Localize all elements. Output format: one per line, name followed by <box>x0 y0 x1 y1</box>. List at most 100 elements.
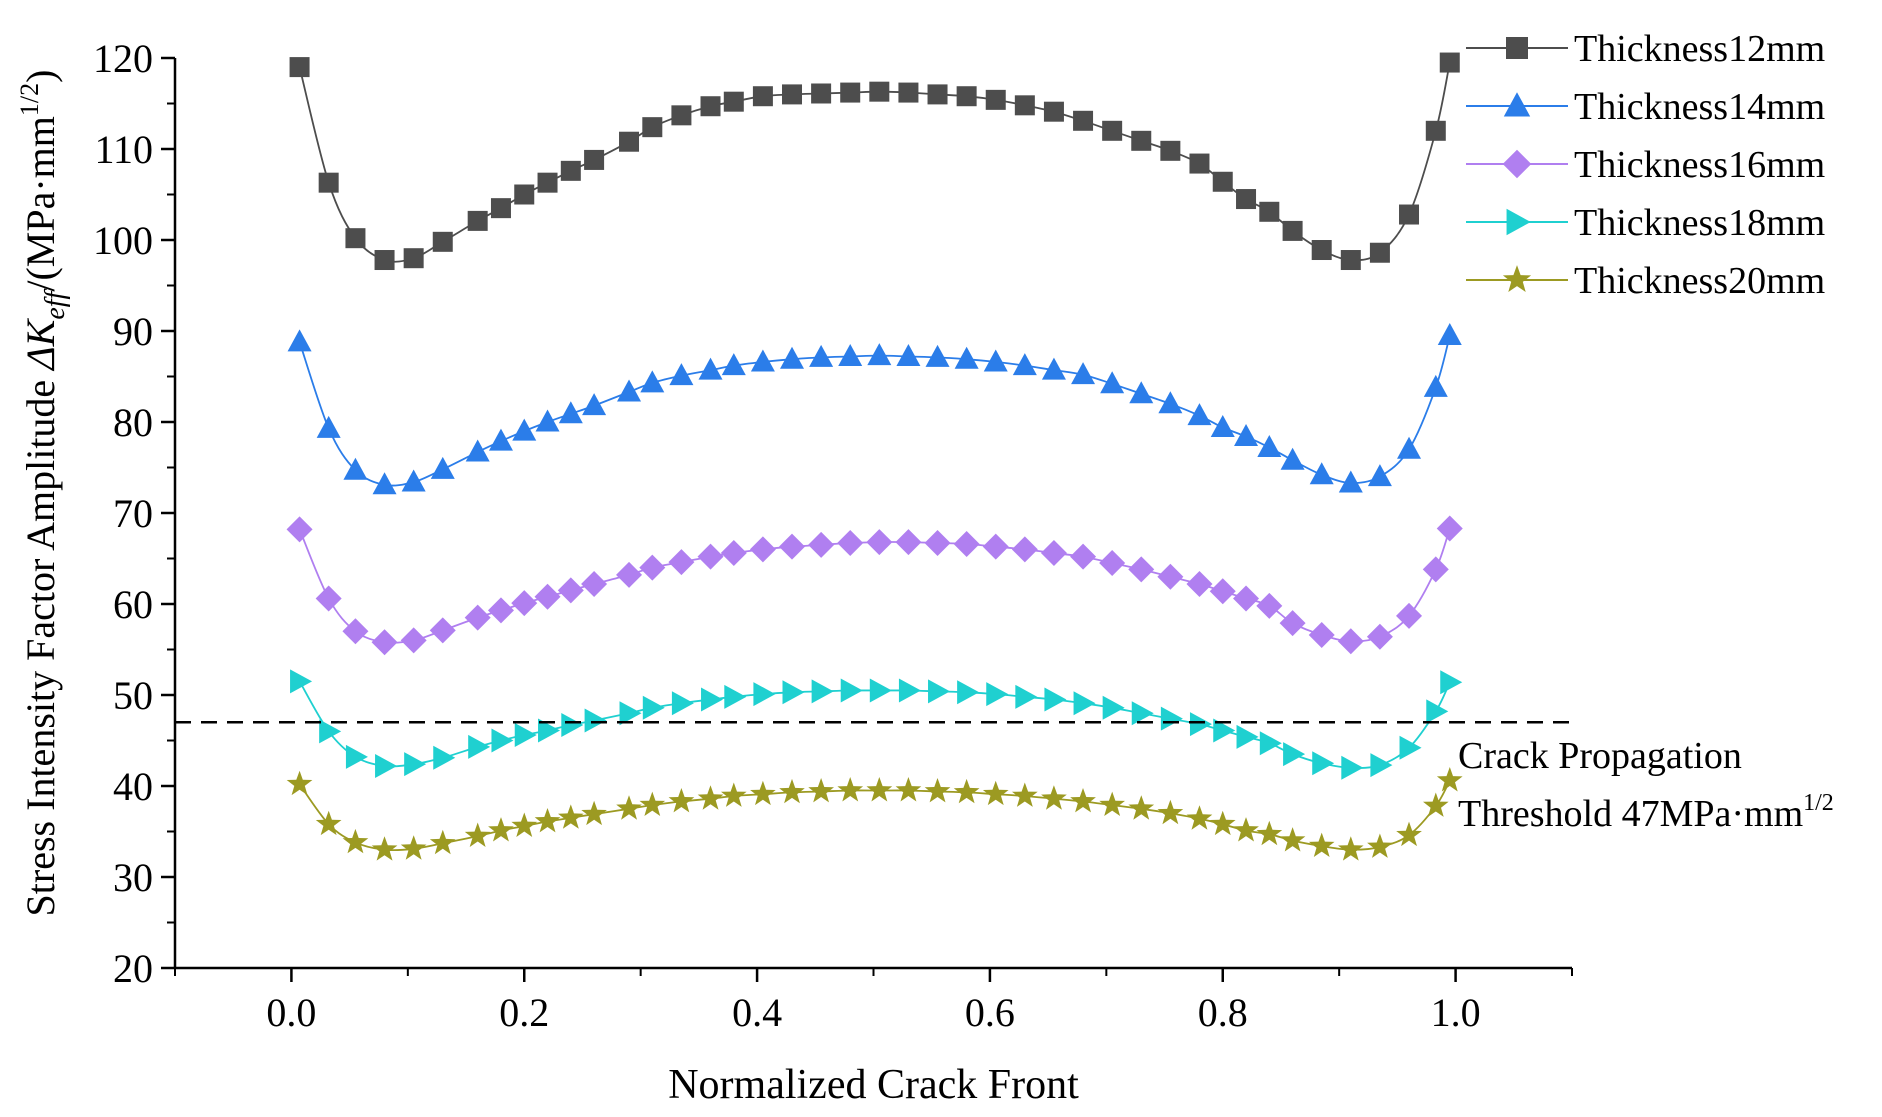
data-point <box>1282 220 1303 241</box>
data-point <box>511 812 538 837</box>
data-point <box>1040 540 1067 567</box>
data-point <box>557 577 584 604</box>
legend-label: Thickness16mm <box>1574 144 1825 186</box>
data-point <box>1341 755 1364 780</box>
data-point <box>924 530 951 557</box>
data-point <box>464 822 491 847</box>
data-point <box>840 678 863 703</box>
data-point <box>468 734 491 759</box>
data-point <box>1283 742 1306 767</box>
legend-marker <box>1502 149 1532 179</box>
data-point <box>671 691 694 716</box>
data-point <box>1396 821 1422 847</box>
data-point <box>1100 371 1125 394</box>
data-point <box>1073 691 1096 716</box>
data-point <box>700 96 721 117</box>
data-point <box>429 617 456 644</box>
y-tick-label: 90 <box>113 309 153 354</box>
data-point <box>1158 391 1183 414</box>
data-point <box>318 172 339 193</box>
data-point <box>538 718 561 743</box>
legend-item-Thickness18mm: Thickness18mm <box>1466 202 1825 244</box>
legend-label: Thickness14mm <box>1574 86 1825 128</box>
data-point <box>534 808 561 833</box>
data-point <box>1259 731 1282 756</box>
data-point <box>724 684 747 709</box>
data-point <box>581 800 607 826</box>
data-point <box>1209 578 1236 605</box>
data-point <box>671 105 692 126</box>
data-point <box>400 835 427 860</box>
data-point <box>1367 464 1392 487</box>
data-point <box>1426 699 1449 724</box>
data-point <box>837 530 864 557</box>
data-point <box>752 86 773 107</box>
data-point <box>1338 836 1364 861</box>
series-Thickness12mm <box>289 52 1460 271</box>
data-point <box>956 86 977 107</box>
y-tick-label: 110 <box>94 127 153 172</box>
data-point <box>488 817 514 842</box>
data-point <box>619 131 640 152</box>
data-point <box>1212 171 1233 192</box>
data-point <box>537 172 558 193</box>
data-point <box>514 723 537 748</box>
data-point <box>1425 120 1446 141</box>
legend-marker <box>1506 208 1531 236</box>
x-tick-label: 0.6 <box>965 990 1015 1035</box>
data-point <box>1423 374 1448 397</box>
data-point <box>924 778 951 803</box>
data-point <box>1369 242 1390 263</box>
data-point <box>582 393 607 416</box>
data-point <box>287 329 312 352</box>
data-point <box>403 248 424 269</box>
data-point <box>404 752 427 777</box>
data-point <box>1279 610 1306 637</box>
series-Thickness14mm <box>287 323 1462 495</box>
data-point <box>342 618 369 645</box>
data-point <box>1157 563 1184 590</box>
y-tick-label: 100 <box>93 218 153 263</box>
data-point <box>491 728 514 753</box>
data-point <box>982 533 1009 560</box>
legend-item-Thickness16mm: Thickness16mm <box>1466 144 1825 186</box>
y-tick-label: 30 <box>113 855 153 900</box>
data-point <box>1099 791 1125 816</box>
data-point <box>1396 602 1423 629</box>
data-point <box>1233 585 1260 612</box>
data-point <box>560 160 581 181</box>
data-point <box>928 679 951 704</box>
data-point <box>289 57 310 78</box>
data-point <box>809 344 834 367</box>
data-point <box>558 401 583 424</box>
data-point <box>721 353 746 376</box>
data-point <box>985 89 1006 110</box>
y-tick-label: 40 <box>113 764 153 809</box>
data-point <box>866 529 893 556</box>
data-point <box>286 516 313 543</box>
data-point <box>1102 120 1123 141</box>
data-point <box>1043 101 1064 122</box>
x-axis-label: Normalized Crack Front <box>668 1062 1079 1108</box>
data-point <box>1160 140 1181 161</box>
data-point <box>1256 592 1283 619</box>
legend-label: Thickness20mm <box>1574 260 1825 302</box>
data-point <box>1422 556 1449 583</box>
data-point <box>782 84 803 105</box>
data-point <box>1340 250 1361 271</box>
data-point <box>982 780 1009 806</box>
data-point <box>1070 543 1097 570</box>
data-point <box>895 777 922 802</box>
data-point <box>1210 414 1235 437</box>
data-point <box>701 687 724 712</box>
data-point <box>750 780 776 806</box>
legend-marker <box>1502 265 1532 292</box>
data-point <box>1234 424 1259 447</box>
data-point <box>1236 189 1257 210</box>
data-point <box>1186 805 1213 830</box>
data-point <box>838 343 863 366</box>
data-point <box>1071 362 1096 385</box>
data-point <box>371 836 398 861</box>
x-tick-label: 1.0 <box>1431 990 1481 1035</box>
data-point <box>432 231 453 252</box>
